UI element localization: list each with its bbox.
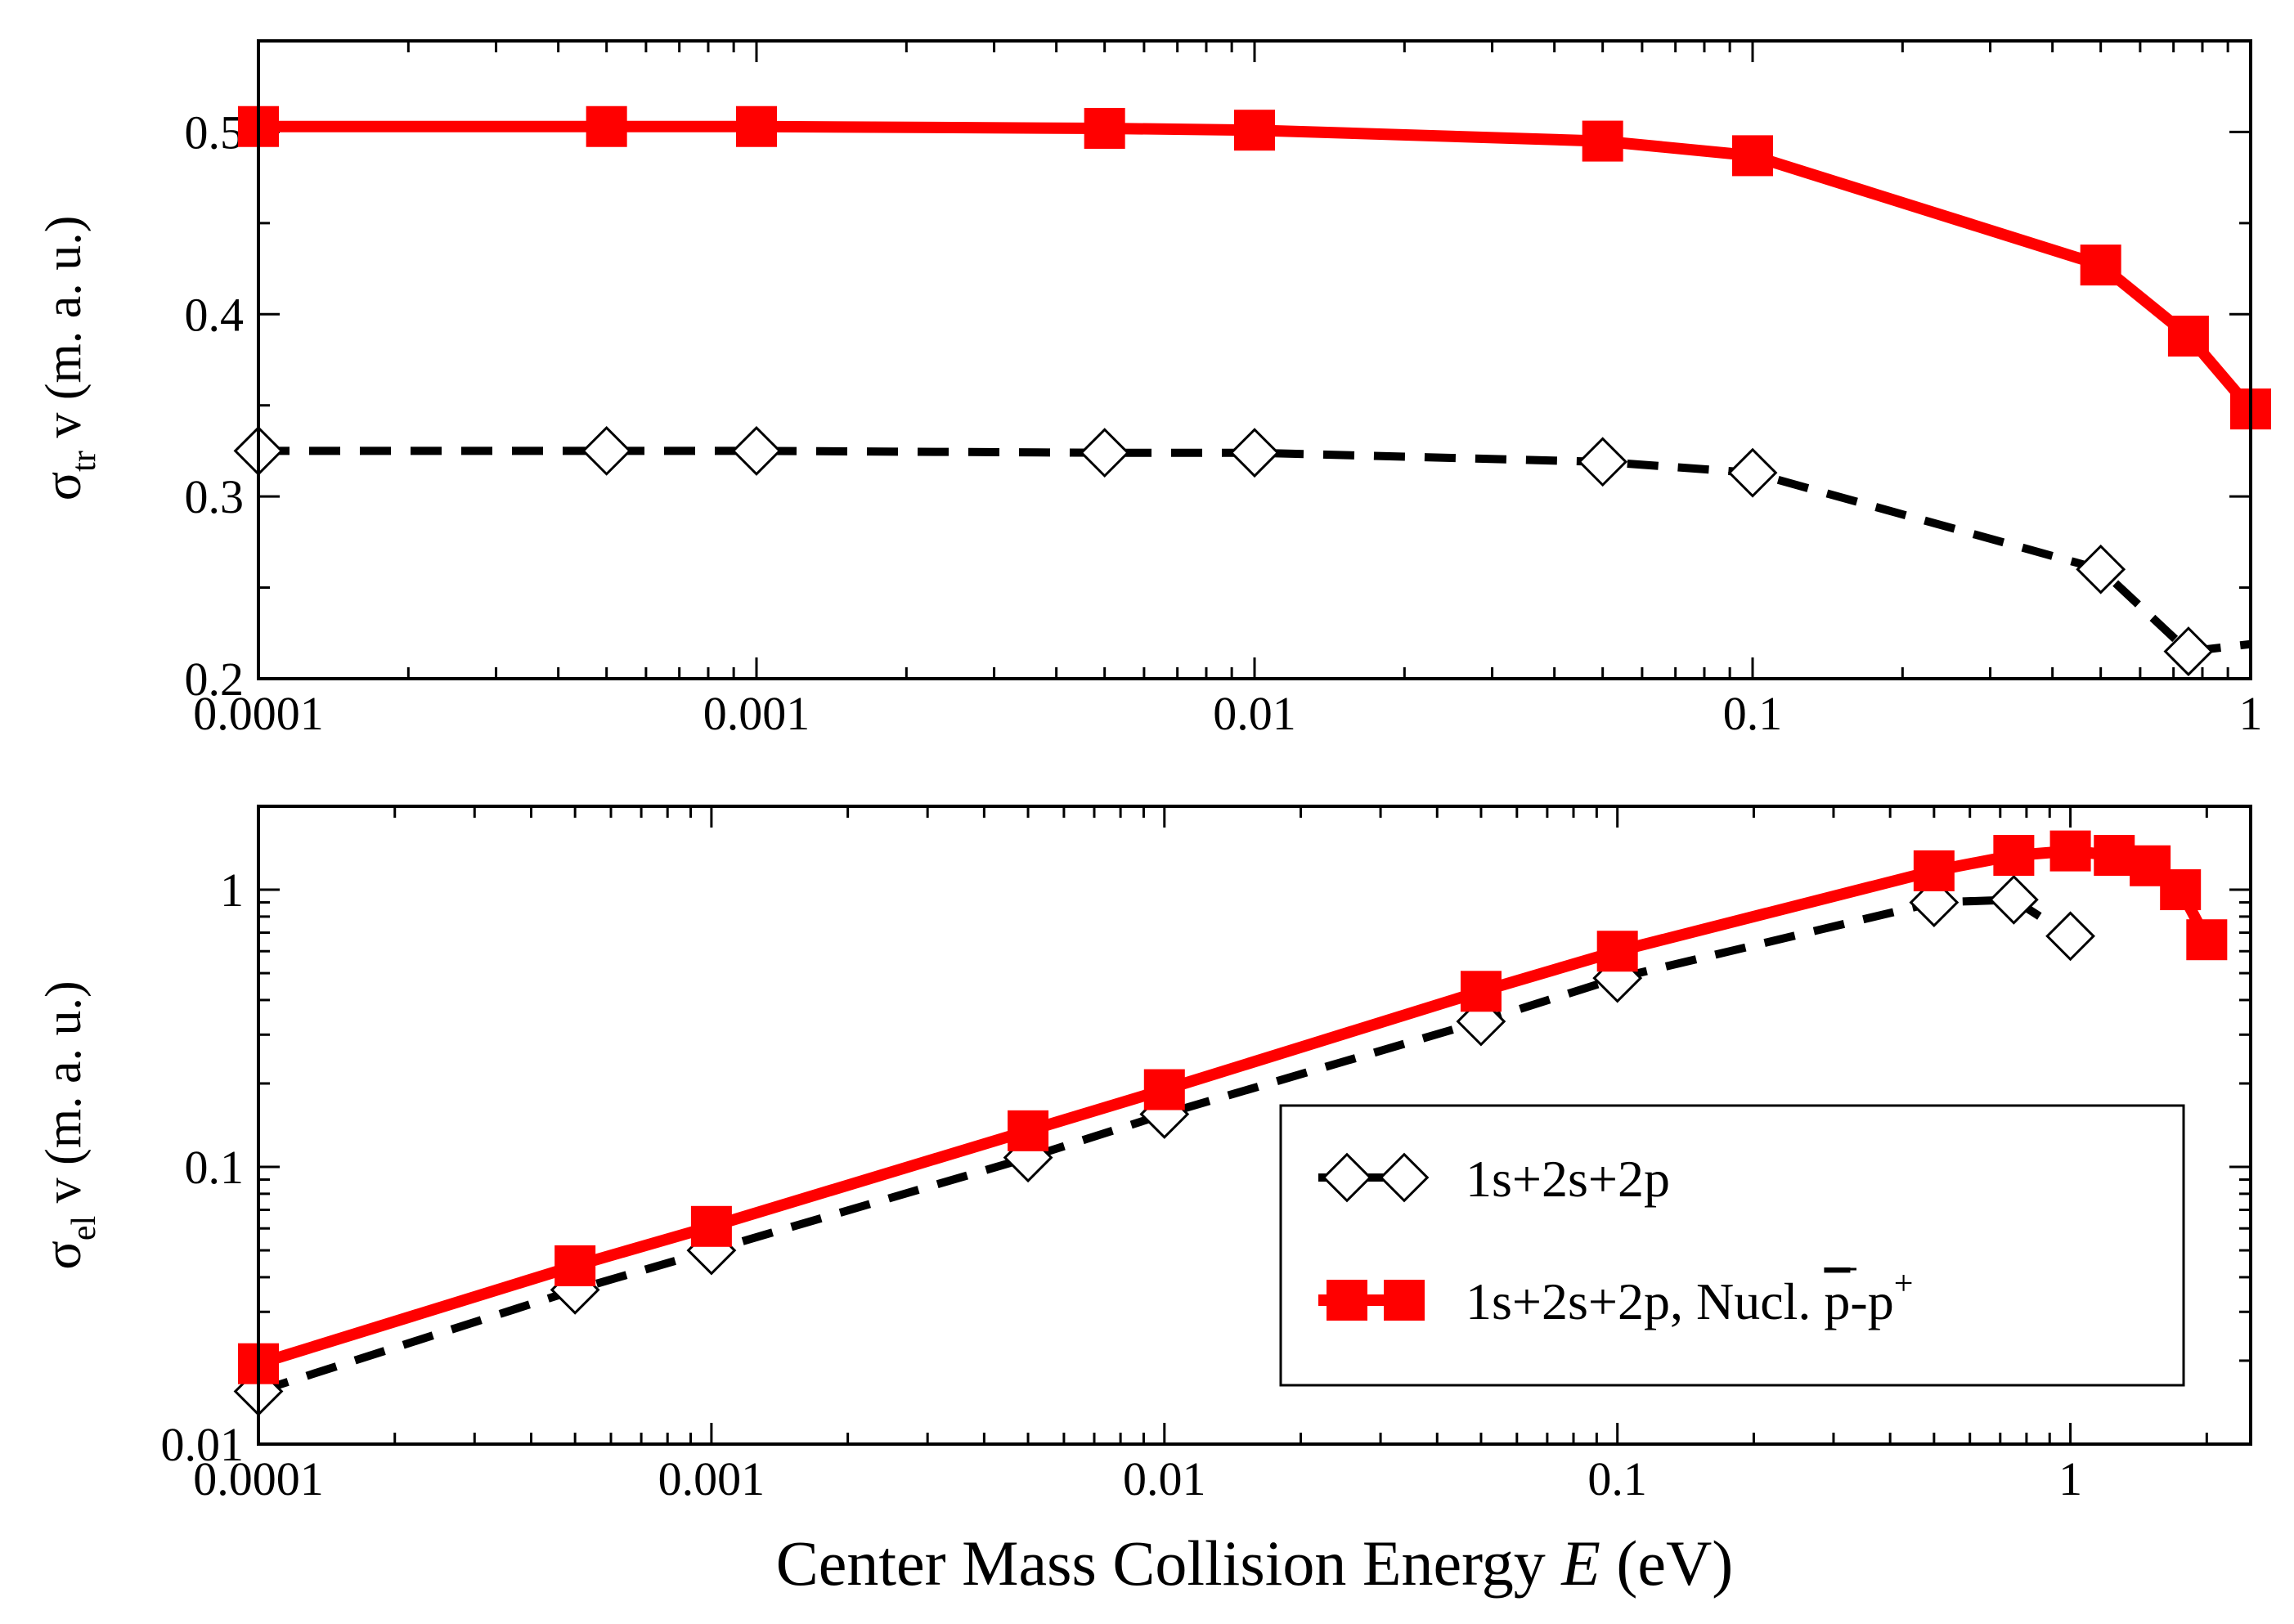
top-x-tick-label: 1 bbox=[2239, 687, 2263, 740]
legend-label-2: 1s+2s+2p, Nucl. p-p+ bbox=[1466, 1265, 1913, 1330]
top-point-red bbox=[2080, 244, 2121, 286]
legend-marker-square bbox=[1384, 1280, 1425, 1321]
top-y-tick-label: 0.3 bbox=[185, 470, 245, 523]
top-y-tick-label: 0.4 bbox=[185, 288, 245, 341]
bottom-x-tick-label: 1 bbox=[2058, 1452, 2082, 1505]
legend-label-1: 1s+2s+2p bbox=[1466, 1150, 1670, 1208]
top-point-black bbox=[731, 426, 782, 476]
top-series-line-red bbox=[258, 120, 2256, 413]
bottom-point-red bbox=[1596, 931, 1638, 972]
bottom-point-red bbox=[1460, 971, 1502, 1012]
legend-marker-diamond bbox=[1379, 1152, 1430, 1203]
x-axis-label: Center Mass Collision Energy E (eV) bbox=[776, 1528, 1734, 1599]
top-tick-labels: 0.0001 0.001 0.01 0.1 1 0.2 0.3 0.4 0.5 bbox=[185, 105, 2263, 740]
top-point-red bbox=[586, 105, 627, 147]
top-point-red bbox=[736, 105, 777, 147]
bottom-point-red bbox=[1143, 1069, 1185, 1110]
top-x-tick-label: 0.1 bbox=[1723, 687, 1783, 740]
top-plot-frame bbox=[257, 39, 2252, 680]
legend-box bbox=[1279, 1104, 2185, 1387]
bottom-x-tick-label: 0.1 bbox=[1587, 1452, 1647, 1505]
top-point-black bbox=[2163, 626, 2214, 676]
top-point-black bbox=[581, 425, 632, 476]
top-x-tick-label: 0.0001 bbox=[193, 687, 324, 740]
bottom-series bbox=[233, 830, 2228, 1416]
legend: 1s+2s+2p 1s+2s+2p, Nucl. p-p+ bbox=[1279, 1104, 2185, 1387]
bottom-point-black bbox=[2045, 911, 2095, 962]
top-y-axis-label: σtr v (m. a. u.) bbox=[33, 216, 103, 501]
bottom-point-red bbox=[1913, 850, 1955, 891]
top-point-red bbox=[1732, 135, 1773, 177]
bottom-plot-frame bbox=[257, 805, 2252, 1446]
top-point-red bbox=[1234, 110, 1275, 151]
top-point-red bbox=[1582, 120, 1623, 162]
bottom-tick-labels: 0.0001 0.001 0.01 0.1 1 0.01 0.1 1 bbox=[161, 864, 2083, 1505]
top-y-tick-label: 0.5 bbox=[185, 105, 245, 159]
legend-marker-diamond bbox=[1322, 1152, 1372, 1203]
top-y-tick-label: 0.2 bbox=[185, 653, 245, 706]
bottom-point-red bbox=[1008, 1110, 1049, 1151]
top-x-tick-label: 0.01 bbox=[1213, 687, 1296, 740]
bottom-point-red bbox=[690, 1205, 732, 1247]
bottom-panel: 0.0001 0.001 0.01 0.1 1 0.01 0.1 1 σel v (m. a.… bbox=[33, 805, 2252, 1599]
top-point-black bbox=[2076, 544, 2126, 594]
top-point-black bbox=[1578, 437, 1628, 487]
bottom-y-tick-label: 1 bbox=[220, 864, 244, 917]
top-point-black bbox=[1080, 428, 1130, 478]
bottom-series-line-black bbox=[257, 895, 2073, 1396]
bottom-point-red bbox=[1993, 835, 2035, 877]
bottom-y-axis-label: σel v (m. a. u.) bbox=[33, 980, 103, 1269]
bottom-y-tick-label: 0.1 bbox=[185, 1141, 245, 1194]
bottom-point-red bbox=[2160, 869, 2202, 911]
top-point-black bbox=[1727, 447, 1778, 498]
bottom-axis-ticks bbox=[257, 805, 2251, 1446]
bottom-point-red bbox=[2049, 830, 2091, 872]
bottom-point-red bbox=[554, 1245, 596, 1286]
top-axis-ticks bbox=[257, 39, 2252, 680]
bottom-x-tick-label: 0.0001 bbox=[193, 1452, 324, 1505]
bottom-x-tick-label: 0.001 bbox=[658, 1452, 765, 1505]
top-series-line-black bbox=[258, 446, 2251, 656]
bottom-y-tick-label: 0.01 bbox=[161, 1418, 245, 1471]
bottom-point-black bbox=[1988, 874, 2039, 925]
top-panel: 0.0001 0.001 0.01 0.1 1 0.2 0.3 0.4 0.5 σtr v (m… bbox=[33, 39, 2271, 740]
legend-marker-square bbox=[1327, 1280, 1367, 1321]
bottom-x-tick-label: 0.01 bbox=[1123, 1452, 1206, 1505]
top-point-red bbox=[2167, 316, 2209, 357]
top-point-red bbox=[1084, 107, 1125, 149]
top-x-tick-label: 0.001 bbox=[703, 687, 810, 740]
bottom-point-red bbox=[2094, 835, 2135, 877]
pbar-symbol: p bbox=[1824, 1272, 1850, 1330]
top-point-black bbox=[1229, 428, 1280, 478]
bottom-point-red bbox=[2186, 919, 2228, 961]
